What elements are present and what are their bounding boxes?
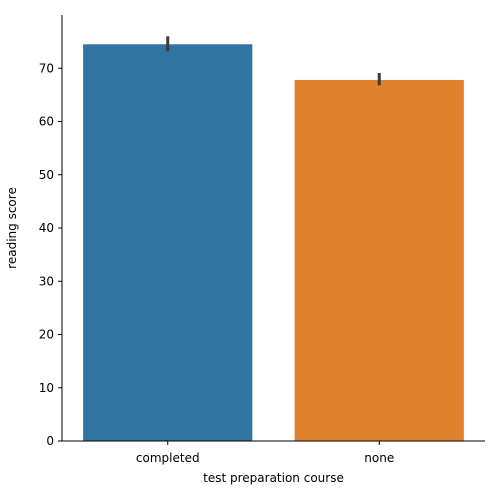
y-tick-label: 50 xyxy=(39,168,54,182)
y-tick-label: 0 xyxy=(46,434,54,448)
x-tick-label: none xyxy=(364,451,394,465)
bar-none xyxy=(294,79,464,441)
y-tick-label: 70 xyxy=(39,61,54,75)
error-bars-group xyxy=(166,36,381,86)
y-tick-label: 30 xyxy=(39,274,54,288)
bar-completed xyxy=(83,44,253,441)
y-tick-label: 60 xyxy=(39,115,54,129)
x-ticks-group: completed none xyxy=(136,441,394,465)
y-ticks-group: 0 10 20 30 40 50 60 70 xyxy=(39,61,62,448)
y-tick-label: 40 xyxy=(39,221,54,235)
y-tick-label: 10 xyxy=(39,381,54,395)
y-axis-label: reading score xyxy=(5,187,19,269)
x-tick-label: completed xyxy=(136,451,200,465)
x-axis-label: test preparation course xyxy=(203,471,344,485)
y-tick-label: 20 xyxy=(39,328,54,342)
bars-group xyxy=(83,44,464,441)
